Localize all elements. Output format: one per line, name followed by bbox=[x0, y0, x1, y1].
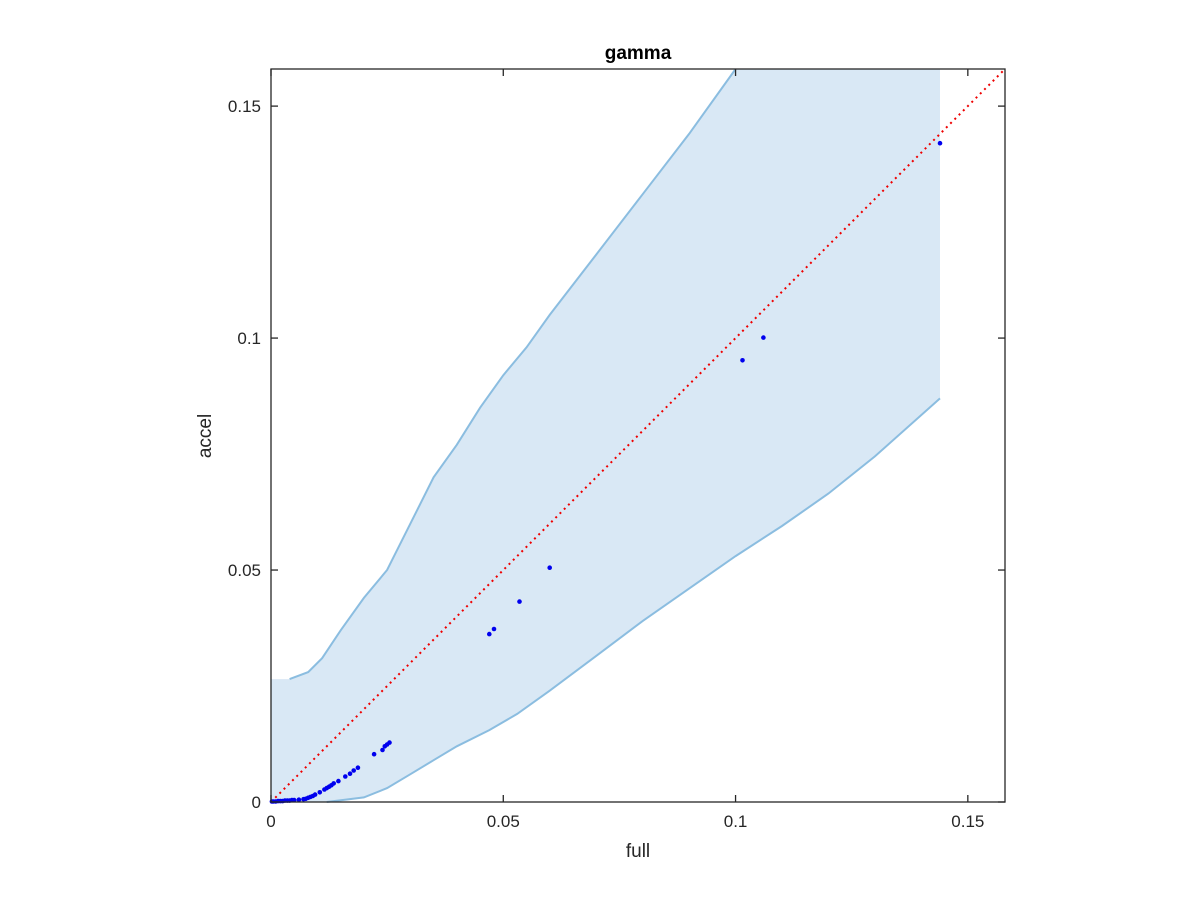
y-tick-label: 0 bbox=[252, 793, 261, 812]
y-tick-label: 0.1 bbox=[237, 329, 261, 348]
data-point bbox=[331, 781, 337, 786]
data-point bbox=[371, 751, 377, 757]
data-point bbox=[317, 790, 323, 795]
y-axis-label: accel bbox=[195, 414, 216, 458]
x-tick-label: 0.05 bbox=[487, 812, 520, 831]
chart-title: gamma bbox=[605, 43, 672, 64]
x-tick-label: 0.15 bbox=[951, 812, 984, 831]
data-point bbox=[343, 774, 348, 779]
x-tick-label: 0.1 bbox=[724, 812, 748, 831]
identity-reference-line bbox=[270, 68, 1006, 803]
data-point bbox=[347, 771, 353, 776]
data-point bbox=[355, 765, 361, 770]
data-point bbox=[336, 778, 341, 784]
y-ticks: 0 0.05 0.1 0.15 bbox=[228, 97, 1005, 812]
data-point bbox=[291, 797, 297, 803]
data-point bbox=[387, 740, 392, 745]
data-point bbox=[761, 335, 766, 340]
data-point bbox=[517, 599, 522, 604]
data-point bbox=[312, 792, 318, 797]
confidence-band-upper-edge bbox=[289, 68, 737, 681]
data-point bbox=[351, 768, 357, 773]
confidence-band-fill bbox=[271, 69, 940, 802]
data-point bbox=[740, 358, 745, 363]
data-point bbox=[487, 631, 492, 637]
y-tick-label: 0.05 bbox=[228, 561, 261, 580]
x-tick-label: 0 bbox=[266, 812, 275, 831]
data-point bbox=[380, 747, 385, 753]
x-axis-label: full bbox=[626, 841, 650, 862]
confidence-band-lower-edge bbox=[326, 397, 941, 803]
data-point bbox=[547, 565, 552, 570]
x-ticks: 0 0.05 0.1 0.15 bbox=[266, 69, 984, 831]
plot-area bbox=[269, 68, 1006, 804]
axes-box bbox=[270, 68, 1006, 803]
axes: 0 0.05 0.1 0.15 0 0.05 0.1 0.15 bbox=[228, 68, 1006, 831]
data-point bbox=[296, 797, 302, 802]
y-tick-label: 0.15 bbox=[228, 97, 261, 116]
data-point bbox=[937, 140, 943, 146]
data-point bbox=[491, 626, 497, 632]
